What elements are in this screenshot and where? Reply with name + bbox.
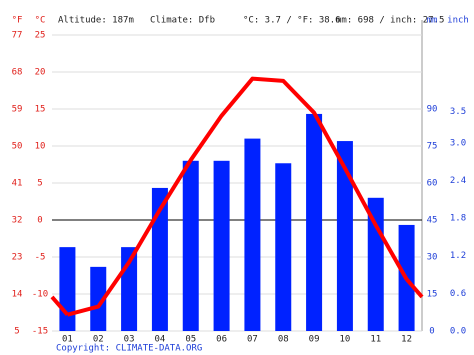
inch-tick-label: 3.5: [450, 107, 466, 117]
x-tick-label: 06: [216, 335, 227, 345]
bar: [90, 266, 107, 331]
inch-tick-label: 1.2: [450, 251, 466, 261]
inch-tick-label: 3.0: [450, 138, 466, 148]
celsius-tick-label: -10: [32, 290, 48, 300]
x-tick-label: 03: [124, 335, 135, 345]
inch-tick-label: 0.6: [450, 289, 466, 299]
fahrenheit-tick-label: 32: [12, 216, 23, 226]
celsius-tick-label: 20: [35, 68, 46, 78]
altitude: Altitude: 187m: [58, 16, 134, 26]
mm-tick-label: 45: [427, 216, 438, 226]
x-tick-label: 07: [247, 335, 258, 345]
inch-tick-label: 0.0: [450, 327, 466, 337]
mm-tick-label: 75: [427, 142, 438, 152]
mm-tick-label: 60: [427, 179, 438, 189]
celsius-tick-label: -15: [32, 327, 48, 337]
bar: [59, 247, 76, 331]
fahrenheit-tick-label: 23: [12, 253, 23, 263]
mm-tick-label: 90: [427, 105, 438, 115]
inch-tick-label: 2.4: [450, 176, 466, 186]
inch-unit: inch: [447, 16, 469, 26]
copyright: Copyright: CLIMATE-DATA.ORG: [56, 344, 202, 354]
fahrenheit-unit: °F: [12, 16, 23, 26]
bar: [244, 138, 261, 331]
bar: [336, 141, 353, 331]
temperature-line: [66, 76, 409, 317]
x-tick-label: 04: [154, 335, 165, 345]
fahrenheit-tick-label: 77: [12, 31, 23, 41]
fahrenheit-tick-label: 50: [12, 142, 23, 152]
fahrenheit-tick-label: 41: [12, 179, 23, 189]
inch-tick-label: 1.8: [450, 214, 466, 224]
mm-tick-label: 15: [427, 290, 438, 300]
fahrenheit-tick-label: 68: [12, 68, 23, 78]
bar: [182, 160, 199, 331]
celsius-tick-label: 15: [35, 105, 46, 115]
bar: [275, 163, 292, 331]
mean-temperature: °C: 3.7 / °F: 38.6: [243, 16, 341, 26]
mm-tick-label: 0: [429, 327, 434, 337]
x-tick-label: 01: [62, 335, 73, 345]
x-tick-label: 11: [370, 335, 381, 345]
x-tick-label: 05: [185, 335, 196, 345]
celsius-tick-label: 25: [35, 31, 46, 41]
x-tick-label: 08: [278, 335, 289, 345]
line-edge: [405, 277, 424, 299]
fahrenheit-tick-label: 14: [12, 290, 23, 300]
fahrenheit-tick-label: 59: [12, 105, 23, 115]
bar: [213, 160, 230, 331]
mm-unit: mm: [427, 16, 438, 26]
celsius-tick-label: 0: [37, 216, 42, 226]
bar: [151, 187, 168, 331]
line-edge: [50, 295, 69, 317]
celsius-unit: °C: [35, 16, 46, 26]
bar: [306, 113, 323, 331]
annual-precipitation: mm: 698 / inch: 27.5: [336, 16, 444, 26]
climate: Climate: Dfb: [150, 16, 215, 26]
x-tick-label: 02: [93, 335, 104, 345]
fahrenheit-tick-label: 5: [14, 327, 19, 337]
x-tick-label: 12: [401, 335, 412, 345]
x-tick-label: 10: [339, 335, 350, 345]
x-tick-label: 09: [309, 335, 320, 345]
celsius-tick-label: 5: [37, 179, 42, 189]
celsius-tick-label: -5: [35, 253, 46, 263]
celsius-tick-label: 10: [35, 142, 46, 152]
mm-tick-label: 30: [427, 253, 438, 263]
